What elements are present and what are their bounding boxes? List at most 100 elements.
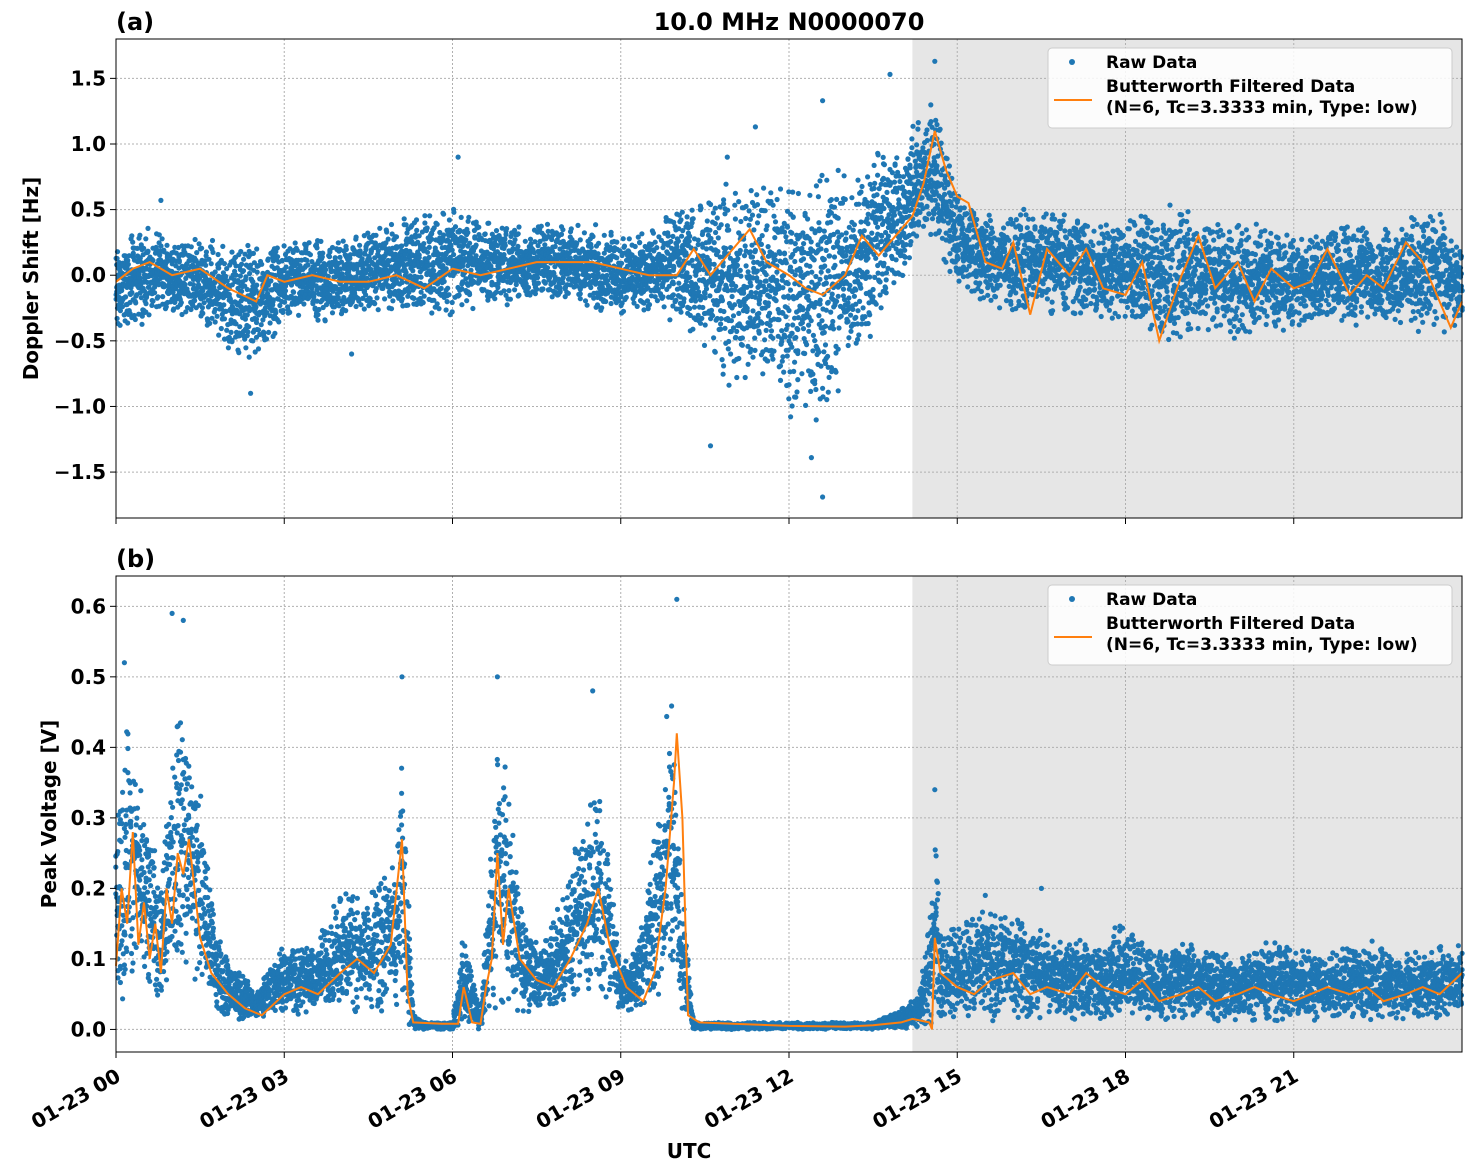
raw-point [743, 203, 749, 209]
raw-point [247, 270, 253, 277]
raw-point [718, 326, 724, 332]
raw-point [385, 236, 391, 242]
raw-point [736, 355, 742, 362]
raw-point [614, 239, 620, 245]
raw-point [955, 256, 961, 262]
raw-point [311, 291, 317, 297]
raw-point [909, 145, 915, 151]
raw-point [878, 305, 884, 311]
raw-point [914, 142, 920, 148]
raw-point [822, 263, 828, 269]
raw-point [401, 216, 407, 222]
raw-point [780, 285, 786, 291]
raw-point [718, 321, 724, 327]
raw-point [711, 282, 717, 288]
raw-point [236, 350, 242, 356]
raw-point [691, 304, 698, 310]
raw-point [855, 177, 861, 183]
raw-point [577, 296, 583, 302]
raw-point [516, 224, 522, 230]
raw-point [759, 320, 765, 326]
raw-point [314, 245, 320, 251]
raw-point [264, 310, 270, 316]
raw-point [799, 371, 805, 377]
raw-point [132, 316, 138, 323]
raw-point [377, 225, 383, 231]
raw-point [197, 275, 203, 281]
raw-point [596, 240, 602, 246]
raw-point [826, 238, 833, 244]
raw-point [702, 295, 708, 301]
raw-point [565, 290, 571, 296]
raw-point [932, 197, 939, 203]
raw-point [804, 342, 810, 348]
raw-point [825, 268, 831, 274]
raw-point [266, 329, 272, 335]
raw-point [728, 351, 734, 357]
raw-point [470, 305, 476, 312]
raw-point [277, 302, 283, 309]
raw-point [946, 163, 953, 169]
raw-point [374, 295, 380, 301]
raw-point [749, 212, 756, 218]
raw-point [164, 242, 170, 248]
raw-point [800, 326, 807, 332]
raw-point [745, 361, 751, 367]
raw-point [846, 335, 852, 341]
raw-point [734, 328, 740, 334]
raw-point [255, 346, 262, 352]
raw-point [375, 307, 381, 313]
raw-point [214, 313, 220, 319]
raw-point [131, 312, 137, 319]
raw-point [867, 274, 873, 280]
raw-point [704, 218, 710, 224]
raw-point [283, 264, 289, 270]
raw-point [789, 344, 795, 350]
raw-point [754, 220, 761, 226]
raw-point [690, 326, 696, 332]
raw-point [937, 126, 943, 132]
raw-point [855, 308, 861, 314]
raw-point [789, 330, 795, 336]
raw-point [817, 178, 823, 184]
raw-point [456, 292, 462, 298]
raw-point [786, 382, 792, 388]
raw-point [835, 167, 841, 173]
raw-point [259, 261, 265, 267]
raw-point [756, 213, 762, 219]
raw-point [762, 208, 768, 214]
raw-point [446, 217, 452, 223]
raw-point [188, 244, 194, 250]
raw-point [763, 327, 769, 333]
raw-point [711, 240, 717, 246]
raw-point [732, 216, 739, 222]
raw-point [746, 208, 752, 214]
raw-point [822, 234, 828, 240]
raw-point [157, 252, 163, 258]
raw-point [828, 309, 834, 315]
raw-point [813, 417, 819, 423]
raw-point [743, 263, 749, 269]
raw-point [873, 255, 879, 261]
raw-point [850, 227, 856, 233]
raw-point [332, 255, 338, 261]
raw-point [703, 246, 710, 252]
raw-point [304, 257, 310, 263]
raw-point [712, 349, 718, 355]
raw-point [821, 349, 827, 355]
raw-point [254, 269, 260, 275]
raw-point [158, 243, 164, 249]
raw-point [772, 235, 778, 241]
raw-point [584, 302, 590, 308]
raw-point [836, 325, 842, 331]
raw-point [679, 209, 685, 215]
raw-point [831, 254, 838, 260]
raw-point [931, 211, 937, 217]
raw-point [793, 334, 799, 341]
raw-point [670, 281, 677, 287]
raw-point [690, 216, 696, 222]
raw-point [243, 274, 249, 280]
raw-point [791, 368, 797, 374]
raw-point [654, 298, 661, 304]
